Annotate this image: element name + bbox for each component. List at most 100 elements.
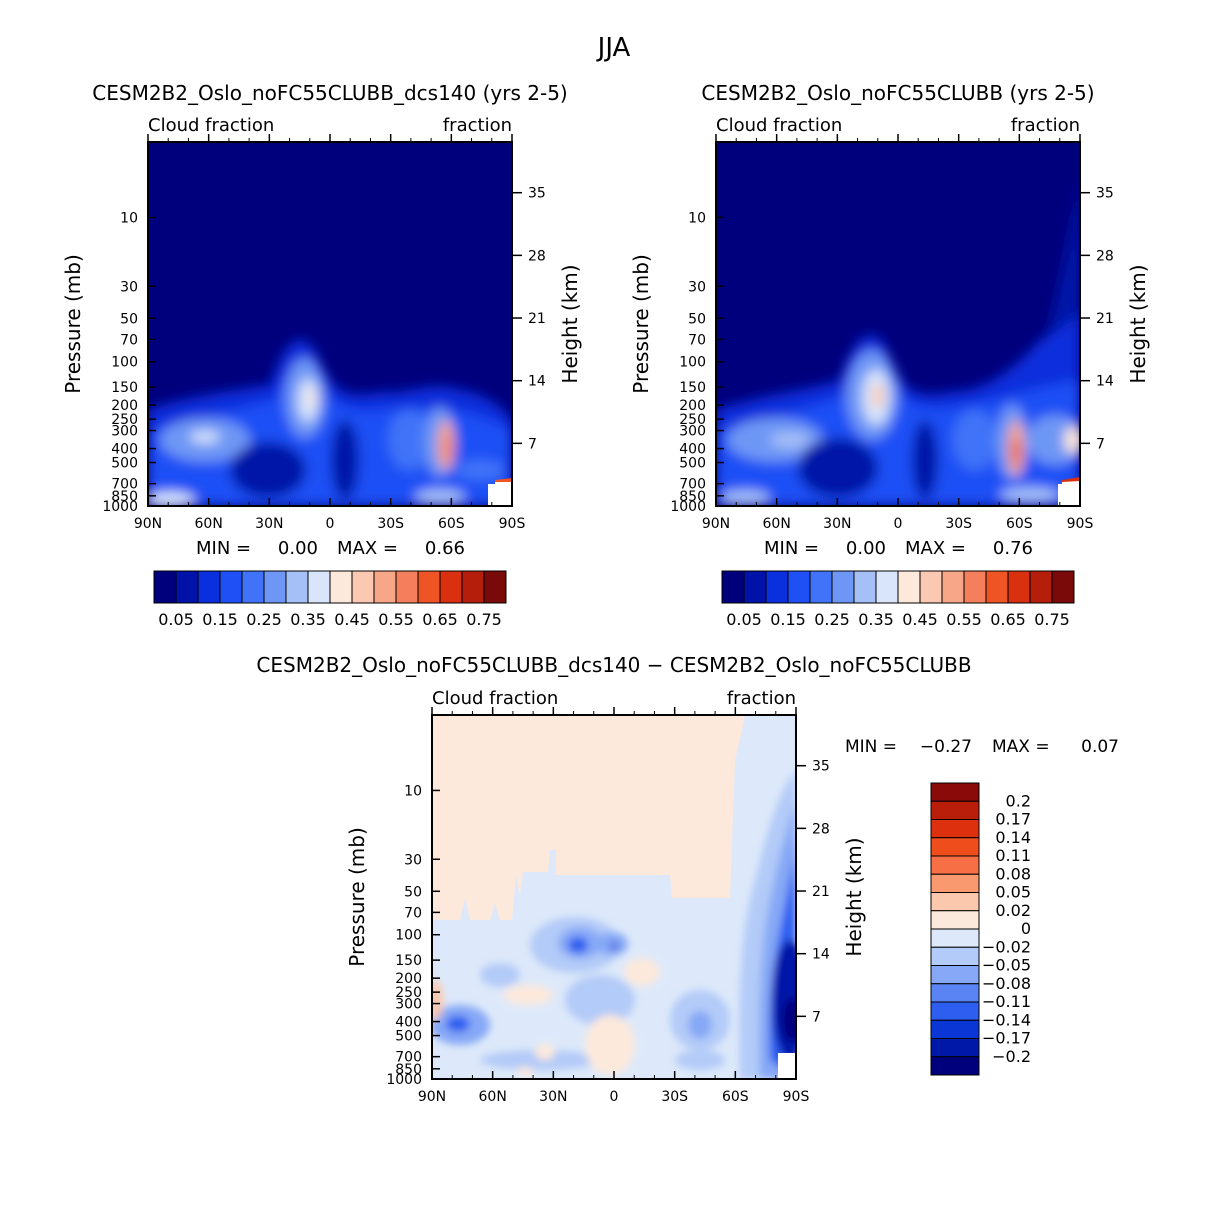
x-tick-label: 90S — [783, 1089, 810, 1105]
pressure-tick-label: 250 — [679, 412, 706, 428]
panel-a-min-value: 0.00 — [278, 538, 318, 559]
panel-b-field — [716, 142, 1080, 506]
colorbar-label: −0.08 — [982, 974, 1031, 993]
colorbar-swatch — [930, 819, 980, 839]
colorbar-swatch — [307, 570, 331, 604]
panel-a-min-label: MIN = — [196, 538, 251, 559]
panel-a-y2label: Height (km) — [558, 264, 582, 383]
panel-c-title: CESM2B2_Oslo_noFC55CLUBB_dcs140 − CESM2B… — [256, 653, 971, 677]
colorbar-label: 0.14 — [995, 828, 1031, 847]
pressure-tick-label: 500 — [679, 456, 706, 472]
panel-c-field — [432, 715, 796, 1079]
x-tick-label: 0 — [610, 1089, 619, 1105]
panel-c-units-label: fraction — [727, 688, 796, 709]
colorbar-swatch — [743, 570, 767, 604]
colorbar-swatch — [930, 892, 980, 912]
panel-b-min-label: MIN = — [764, 538, 819, 559]
panel-a-ylabel: Pressure (mb) — [61, 254, 85, 394]
height-tick-label: 21 — [1096, 311, 1114, 327]
panel-c-ylabel: Pressure (mb) — [345, 827, 369, 967]
x-tick-label: 60N — [195, 516, 223, 532]
panel-b: CESM2B2_Oslo_noFC55CLUBB (yrs 2-5) Cloud… — [629, 81, 1150, 629]
x-tick-label: 0 — [894, 516, 903, 532]
pressure-tick-label: 100 — [111, 355, 138, 371]
colorbar-swatch — [1029, 570, 1053, 604]
x-tick-label: 30N — [539, 1089, 567, 1105]
pressure-tick-label: 100 — [679, 355, 706, 371]
colorbar-label: −0.17 — [982, 1029, 1031, 1048]
panel-a-variable-label: Cloud fraction — [148, 115, 274, 136]
pressure-tick-label: 50 — [688, 311, 706, 327]
pressure-tick-label: 500 — [111, 456, 138, 472]
pressure-tick-label: 200 — [679, 398, 706, 414]
colorbar-swatch — [765, 570, 789, 604]
colorbar-label: 0.75 — [466, 610, 502, 629]
colorbar-swatch — [930, 1019, 980, 1039]
colorbar-swatch — [831, 570, 855, 604]
pressure-tick-label: 50 — [120, 311, 138, 327]
pressure-tick-label: 300 — [111, 424, 138, 440]
colorbar-label: 0.25 — [246, 610, 282, 629]
panel-a-colorbar: 0.05 0.15 0.25 0.35 0.45 0.55 0.65 0.75 — [153, 570, 507, 629]
colorbar-swatch — [285, 570, 309, 604]
colorbar-label: 0.65 — [422, 610, 458, 629]
pressure-tick-label: 1000 — [670, 499, 706, 515]
colorbar-swatch — [395, 570, 419, 604]
colorbar-swatch — [263, 570, 287, 604]
colorbar-label: 0.17 — [995, 810, 1031, 829]
panel-b-max-label: MAX = — [905, 538, 966, 559]
panel-b-variable-label: Cloud fraction — [716, 115, 842, 136]
pressure-tick-label: 10 — [120, 210, 138, 226]
colorbar-label: 0.05 — [158, 610, 194, 629]
colorbar-swatch — [153, 570, 177, 604]
pressure-tick-label: 300 — [395, 997, 422, 1013]
colorbar-swatch — [930, 928, 980, 948]
colorbar-swatch — [930, 800, 980, 820]
pressure-tick-label: 70 — [404, 905, 422, 921]
colorbar-swatch — [930, 983, 980, 1003]
pressure-tick-label: 400 — [111, 442, 138, 458]
height-tick-label: 14 — [528, 374, 546, 390]
panel-a-field — [148, 142, 512, 506]
colorbar-label: 0.45 — [334, 610, 370, 629]
pressure-tick-label: 10 — [404, 783, 422, 799]
colorbar-swatch — [483, 570, 507, 604]
pressure-tick-label: 30 — [120, 279, 138, 295]
colorbar-label: 0.55 — [378, 610, 414, 629]
colorbar-swatch — [351, 570, 375, 604]
pressure-tick-label: 150 — [111, 380, 138, 396]
panel-c: CESM2B2_Oslo_noFC55CLUBB_dcs140 − CESM2B… — [256, 653, 1119, 1105]
colorbar-label: −0.05 — [982, 956, 1031, 975]
pressure-tick-label: 70 — [688, 332, 706, 348]
pressure-tick-label: 250 — [395, 985, 422, 1001]
height-tick-label: 14 — [812, 947, 830, 963]
colorbar-label: 0.11 — [995, 846, 1031, 865]
panel-c-colorbar: 0.20.170.140.110.080.050.020−0.02−0.05−0… — [930, 782, 1031, 1076]
x-tick-label: 60S — [722, 1089, 749, 1105]
colorbar-label: 0.05 — [995, 883, 1031, 902]
colorbar-swatch — [963, 570, 987, 604]
pressure-tick-label: 50 — [404, 884, 422, 900]
pressure-tick-label: 400 — [679, 442, 706, 458]
height-tick-label: 21 — [528, 311, 546, 327]
figure-title: JJA — [596, 33, 631, 63]
panel-c-y2label: Height (km) — [842, 837, 866, 956]
colorbar-label: −0.11 — [982, 992, 1031, 1011]
x-tick-label: 30N — [255, 516, 283, 532]
pressure-tick-label: 400 — [395, 1015, 422, 1031]
colorbar-label: 0.2 — [1006, 791, 1031, 810]
x-tick-label: 30S — [661, 1089, 688, 1105]
panel-a-axes: 90N 60N 30N 0 30S 60S 90S103050701001502002503… — [102, 134, 546, 532]
colorbar-swatch — [417, 570, 441, 604]
colorbar-swatch — [930, 910, 980, 930]
colorbar-swatch — [941, 570, 965, 604]
colorbar-swatch — [930, 873, 980, 893]
x-tick-label: 90N — [418, 1089, 446, 1105]
panel-b-max-value: 0.76 — [993, 538, 1033, 559]
colorbar-swatch — [930, 965, 980, 985]
colorbar-label: 0.15 — [770, 610, 806, 629]
pressure-tick-label: 30 — [688, 279, 706, 295]
pressure-tick-label: 30 — [404, 852, 422, 868]
colorbar-swatch — [1051, 570, 1075, 604]
